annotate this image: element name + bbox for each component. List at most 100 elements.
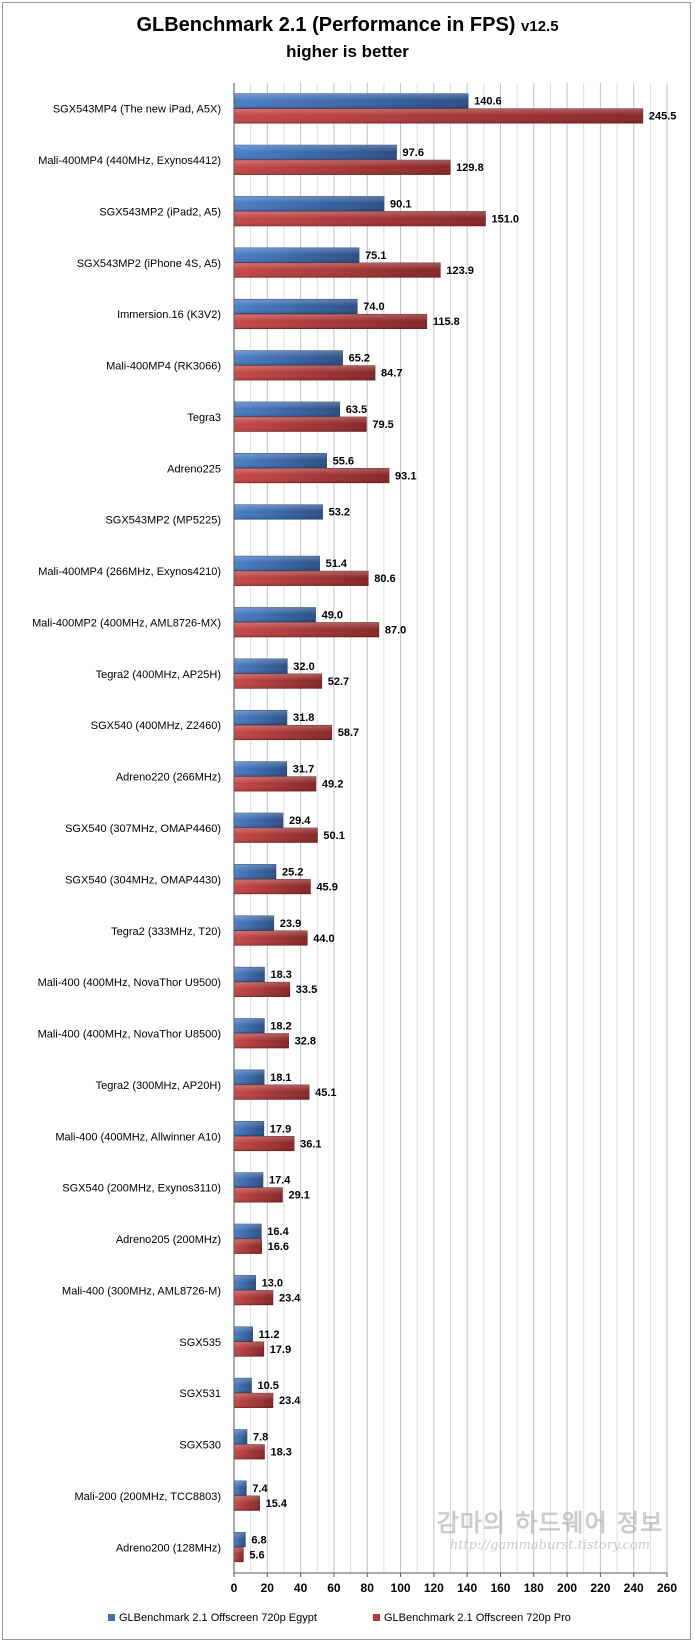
bar-shine [234, 879, 311, 894]
value-label: 123.9 [446, 265, 474, 277]
bar-shine [234, 1084, 310, 1100]
value-label: 17.9 [270, 1123, 291, 1135]
bar-shine [234, 673, 322, 689]
value-label: 31.8 [293, 712, 314, 724]
bar-shine [234, 1033, 289, 1049]
bar-shine [234, 761, 287, 777]
value-label: 65.2 [349, 353, 370, 365]
x-tick-label: 20 [261, 1581, 275, 1595]
value-label: 50.1 [323, 830, 344, 842]
value-label: 58.7 [338, 727, 359, 739]
value-label: 87.0 [385, 624, 406, 636]
bar-shine [234, 145, 397, 160]
value-label: 17.4 [269, 1175, 291, 1187]
chart-title: GLBenchmark 2.1 (Performance in FPS) v12… [0, 14, 695, 37]
bar-shine [234, 982, 290, 997]
category-label: SGX540 (307MHz, OMAP4460) [65, 823, 221, 835]
bar-shine [234, 776, 316, 792]
bar-shine [234, 453, 327, 468]
category-label: SGX531 [179, 1388, 221, 1400]
legend-swatch-pro [373, 1614, 380, 1621]
value-label: 74.0 [363, 301, 384, 313]
value-label: 23.9 [280, 918, 301, 930]
value-label: 79.5 [372, 419, 393, 431]
category-label: SGX543MP2 (MP5225) [105, 515, 221, 527]
bar-shine [234, 607, 316, 622]
value-label: 63.5 [346, 404, 367, 416]
value-label: 97.6 [403, 147, 424, 159]
value-label: 29.4 [289, 815, 311, 827]
bar-shine [234, 314, 427, 329]
category-label: Immersion.16 (K3V2) [117, 309, 221, 321]
value-label: 49.0 [322, 609, 343, 621]
category-label: Mali-400MP4 (266MHz, Exynos4210) [38, 566, 221, 578]
category-label: Tegra3 [187, 412, 221, 424]
bar-shine [234, 1444, 265, 1460]
x-tick-label: 40 [294, 1581, 308, 1595]
bar-shine [234, 1393, 273, 1408]
x-tick-label: 180 [524, 1581, 544, 1595]
bar-shine [234, 1224, 262, 1239]
value-label: 16.6 [268, 1241, 289, 1253]
watermark-title: 감마의 하드웨어 정보 [436, 1508, 664, 1537]
value-label: 75.1 [365, 250, 386, 262]
value-label: 23.4 [279, 1292, 301, 1304]
bar-shine [234, 160, 451, 175]
legend-label-pro: GLBenchmark 2.1 Offscreen 720p Pro [384, 1612, 571, 1624]
bar-shine [234, 1187, 283, 1203]
category-label: Adreno205 (200MHz) [116, 1234, 221, 1246]
category-label: SGX540 (200MHz, Exynos3110) [62, 1183, 221, 1195]
value-label: 16.4 [267, 1226, 289, 1238]
value-label: 33.5 [296, 984, 317, 996]
value-label: 84.7 [381, 368, 402, 380]
value-labels: 140.6 245.5 97.6 129.8 90.1 151.0 75.1 123.9 74.… [249, 96, 676, 1562]
chart-subtitle: higher is better [286, 42, 409, 61]
x-tick-label: 220 [590, 1581, 610, 1595]
bar-shine [234, 658, 288, 674]
bar-shine [234, 967, 265, 982]
category-label: Mali-400 (300MHz, AML8726-M) [62, 1285, 221, 1297]
bar-shine [234, 401, 340, 417]
category-label: SGX543MP4 (The new iPad, A5X) [53, 104, 221, 116]
bar-shine [234, 108, 643, 124]
bar-shine [234, 247, 360, 263]
category-label: Mali-400 (400MHz, NovaThor U8500) [38, 1029, 221, 1041]
bar-shine [234, 1480, 247, 1496]
bar-shine [234, 1069, 265, 1085]
value-label: 6.8 [251, 1534, 266, 1546]
bar-shine [234, 828, 318, 843]
bar-shine [234, 1290, 273, 1305]
bar-shine [234, 622, 379, 637]
bar-shine [234, 571, 369, 586]
value-label: 245.5 [649, 111, 677, 123]
chart-title-version: v12.5 [521, 18, 559, 35]
category-label: Adreno225 [167, 463, 221, 475]
value-label: 51.4 [326, 558, 348, 570]
x-tick-label: 260 [657, 1581, 677, 1595]
x-tick-label: 120 [424, 1581, 444, 1595]
value-label: 32.8 [295, 1036, 316, 1048]
x-tick-label: 80 [361, 1581, 375, 1595]
x-tick-label: 100 [391, 1581, 411, 1595]
value-label: 53.2 [329, 507, 350, 519]
x-tick-label: 200 [557, 1581, 577, 1595]
category-label: SGX540 (400MHz, Z2460) [91, 720, 221, 732]
bar-shine [234, 1326, 253, 1342]
legend-item-pro: GLBenchmark 2.1 Offscreen 720p Pro [373, 1612, 571, 1624]
category-label: Mali-400MP4 (440MHz, Exynos4412) [38, 155, 221, 167]
x-tick-label: 240 [624, 1581, 644, 1595]
value-label: 17.9 [270, 1344, 291, 1356]
category-label: Mali-200 (200MHz, TCC8803) [74, 1491, 221, 1503]
bar-shine [234, 725, 332, 740]
category-label: Tegra2 (300MHz, AP20H) [96, 1080, 221, 1092]
category-label: Mali-400 (400MHz, Allwinner A10) [55, 1131, 221, 1143]
category-label: Adreno220 (266MHz) [116, 772, 221, 784]
value-label: 15.4 [266, 1498, 288, 1510]
watermark: 감마의 하드웨어 정보 http://gammaburst.tistory.co… [430, 1503, 670, 1553]
bar-shine [234, 365, 376, 381]
bar-shine [234, 504, 323, 520]
value-label: 140.6 [474, 96, 502, 108]
bar-shine [234, 864, 276, 879]
value-label: 49.2 [322, 779, 343, 791]
